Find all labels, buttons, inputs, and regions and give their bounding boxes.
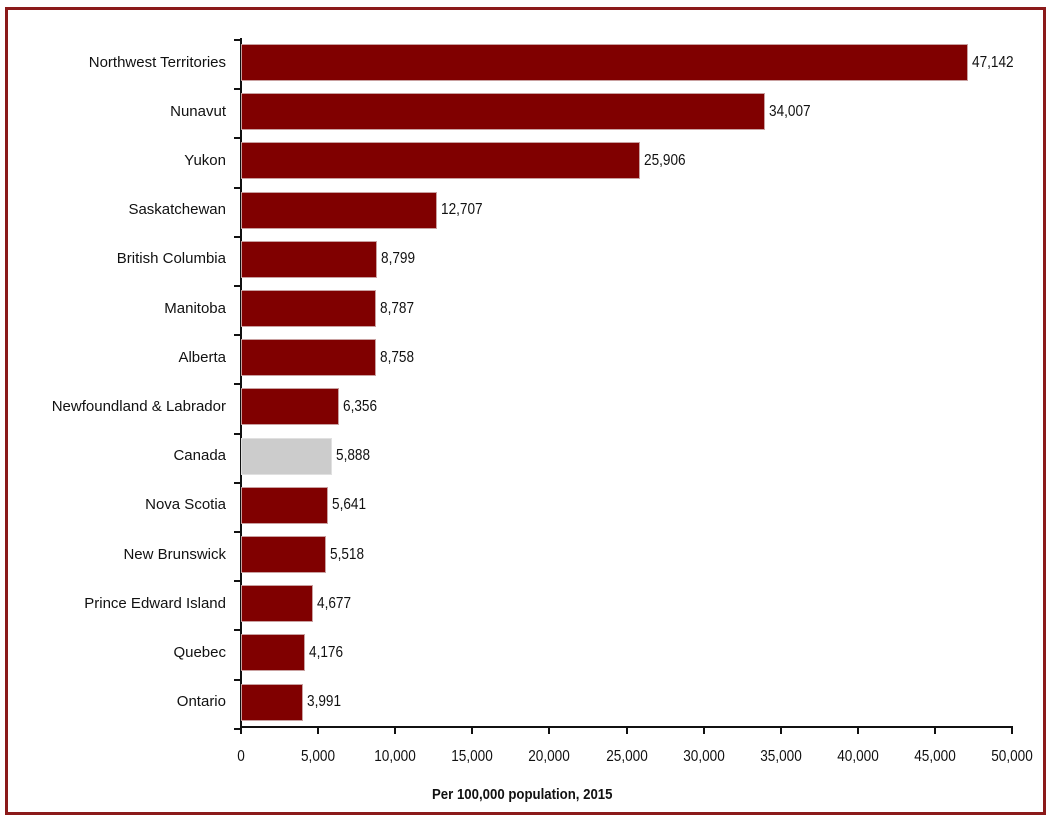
x-tick-label: 20,000 bbox=[528, 748, 571, 765]
bar bbox=[241, 683, 303, 721]
y-tick bbox=[234, 678, 241, 681]
category-label: Canada bbox=[173, 447, 226, 465]
bar bbox=[241, 585, 314, 623]
y-tick bbox=[234, 580, 241, 583]
x-tick-label: 15,000 bbox=[451, 748, 494, 765]
value-label: 34,007 bbox=[769, 102, 811, 120]
value-label: 3,991 bbox=[306, 693, 341, 711]
category-label: British Columbia bbox=[116, 250, 226, 268]
y-axis bbox=[240, 38, 242, 728]
x-tick-label: 40,000 bbox=[836, 748, 879, 765]
y-tick bbox=[234, 432, 241, 435]
x-tick bbox=[702, 727, 705, 734]
bar bbox=[241, 634, 306, 672]
value-label: 25,906 bbox=[644, 151, 687, 169]
y-tick bbox=[234, 186, 241, 189]
value-label: 4,677 bbox=[317, 594, 352, 612]
category-label: New Brunswick bbox=[123, 545, 226, 563]
bar bbox=[241, 536, 327, 573]
x-tick bbox=[933, 727, 936, 734]
x-tick bbox=[1011, 727, 1013, 734]
x-tick bbox=[240, 727, 242, 734]
x-tick-label: 35,000 bbox=[759, 748, 802, 765]
y-tick bbox=[234, 334, 241, 337]
x-tick-label: 25,000 bbox=[605, 748, 648, 765]
category-label: Nova Scotia bbox=[145, 496, 226, 514]
y-tick bbox=[234, 137, 241, 140]
bar bbox=[241, 437, 332, 475]
value-label: 5,888 bbox=[335, 447, 370, 465]
category-label: Prince Edward Island bbox=[84, 594, 226, 612]
category-label: Newfoundland & Labrador bbox=[51, 397, 226, 415]
category-label: Nunavut bbox=[170, 102, 226, 120]
x-tick bbox=[471, 727, 474, 734]
category-label: Northwest Territories bbox=[88, 53, 226, 71]
x-tick bbox=[394, 727, 397, 734]
x-tick bbox=[317, 727, 320, 734]
y-tick bbox=[234, 88, 241, 91]
bar bbox=[241, 290, 377, 327]
value-label: 8,799 bbox=[380, 250, 415, 268]
x-tick bbox=[548, 727, 551, 734]
bar bbox=[241, 191, 437, 229]
x-tick-label: 5,000 bbox=[301, 748, 336, 765]
value-label: 5,518 bbox=[330, 545, 365, 563]
x-tick-label: 0 bbox=[237, 748, 245, 765]
x-tick-label: 45,000 bbox=[914, 748, 956, 765]
category-label: Ontario bbox=[176, 693, 226, 711]
value-label: 8,758 bbox=[380, 348, 415, 366]
value-label: 8,787 bbox=[380, 299, 415, 317]
value-label: 12,707 bbox=[440, 201, 483, 219]
x-tick-label: 50,000 bbox=[991, 748, 1033, 765]
y-tick bbox=[234, 235, 241, 238]
y-tick bbox=[234, 39, 241, 41]
bar bbox=[241, 388, 339, 426]
y-tick bbox=[234, 629, 241, 632]
value-label: 5,641 bbox=[331, 496, 367, 514]
category-label: Manitoba bbox=[164, 299, 226, 317]
value-label: 4,176 bbox=[309, 643, 344, 661]
x-tick-label: 10,000 bbox=[374, 748, 416, 765]
bar bbox=[241, 44, 968, 81]
y-tick bbox=[234, 383, 241, 386]
x-tick-label: 30,000 bbox=[682, 748, 725, 765]
y-tick bbox=[234, 531, 241, 533]
category-label: Alberta bbox=[178, 348, 226, 366]
y-tick bbox=[234, 727, 241, 730]
y-tick bbox=[234, 481, 241, 484]
bar bbox=[241, 240, 377, 278]
x-axis-title: Per 100,000 population, 2015 bbox=[432, 786, 613, 803]
category-label: Yukon bbox=[184, 151, 226, 169]
bar bbox=[241, 339, 377, 377]
x-tick bbox=[856, 727, 859, 734]
category-label: Saskatchewan bbox=[128, 201, 226, 219]
value-label: 6,356 bbox=[343, 397, 378, 415]
bar bbox=[241, 93, 766, 131]
value-label: 47,142 bbox=[971, 53, 1014, 71]
category-label: Quebec bbox=[173, 643, 226, 661]
chart-frame bbox=[5, 7, 1046, 815]
y-tick bbox=[234, 285, 241, 287]
bar bbox=[241, 142, 641, 180]
x-tick bbox=[625, 727, 628, 734]
bar bbox=[241, 486, 328, 524]
x-tick bbox=[779, 727, 782, 734]
